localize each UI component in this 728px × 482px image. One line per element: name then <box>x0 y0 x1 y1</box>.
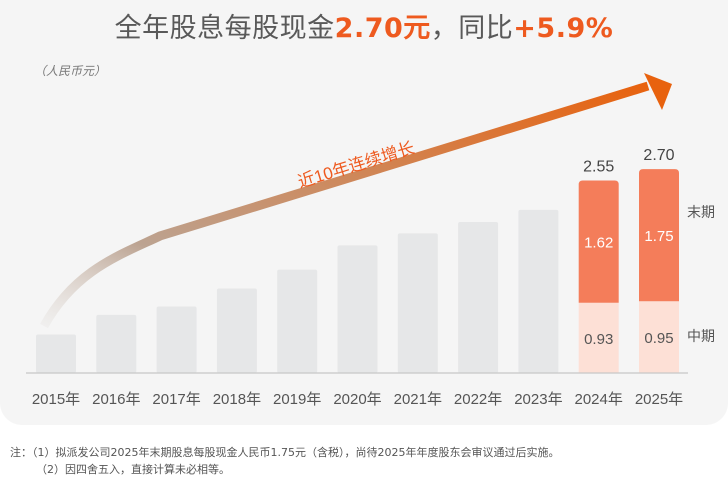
x-tick-label: 2020年 <box>333 391 381 408</box>
data-label-interim: 0.95 <box>644 330 673 347</box>
x-tick-label: 2015年 <box>32 391 80 408</box>
bar-2016年 <box>96 314 137 373</box>
data-label-total: 2.55 <box>583 158 614 175</box>
x-tick-label: 2017年 <box>152 391 200 408</box>
data-label-final: 1.75 <box>644 228 673 245</box>
bar-2021年 <box>397 233 438 373</box>
bars-group <box>36 169 679 373</box>
bar-2015年 <box>36 334 76 373</box>
x-tick-label: 2023年 <box>514 391 562 408</box>
x-tick-label: 2024年 <box>575 391 623 408</box>
legend-interim: 中期 <box>687 328 715 344</box>
x-tick-label: 2016年 <box>92 391 140 408</box>
chart-title: 全年股息每股现金2.70元，同比+5.9% <box>0 6 728 45</box>
title-middle: ，同比 <box>430 13 514 44</box>
title-prefix: 全年股息每股现金 <box>114 13 335 44</box>
data-label-final: 1.62 <box>584 235 613 252</box>
title-change: +5.9% <box>513 13 614 44</box>
bar-chart: 2015年 2016年 2017年 2018年 2019年 2020年 2021年 2022年… <box>26 73 715 408</box>
footnotes: 注：（1）拟派发公司2025年末期股息每股现金人民币1.75元（含税），尚待20… <box>10 444 559 478</box>
x-tick-label: 2019年 <box>273 391 321 408</box>
bar-2017年 <box>156 306 197 373</box>
x-tick-label: 2022年 <box>454 391 502 408</box>
bar-2023年 <box>518 209 559 373</box>
bar-interim-2025年 <box>639 301 679 373</box>
bar-2022年 <box>458 222 499 373</box>
bar-final-2024年 <box>578 180 619 303</box>
bar-interim-2024年 <box>578 302 619 373</box>
x-tick-label: 2025年 <box>635 391 683 408</box>
x-tick-label: 2018年 <box>213 391 261 408</box>
growth-arrow-line <box>40 81 650 329</box>
bar-final-2025年 <box>639 169 679 302</box>
footnote-2: （2）因四舍五入，直接计算未必相等。 <box>36 463 230 476</box>
bar-2020年 <box>337 245 378 373</box>
labels-group: 2015年 2016年 2017年 2018年 2019年 2020年 2021年 2022年… <box>32 147 715 408</box>
growth-arrow-head <box>644 73 672 110</box>
bar-2019年 <box>277 269 318 373</box>
data-label-total: 2.70 <box>643 147 674 164</box>
data-label-interim: 0.93 <box>584 331 613 348</box>
x-tick-label: 2021年 <box>394 391 442 408</box>
legend-final: 末期 <box>687 204 715 220</box>
bar-2018年 <box>216 288 257 373</box>
title-value: 2.70元 <box>334 13 431 44</box>
footnote-1: 注：（1）拟派发公司2025年末期股息每股现金人民币1.75元（含税），尚待20… <box>10 446 560 459</box>
unit-label: （人民币元） <box>34 64 107 78</box>
